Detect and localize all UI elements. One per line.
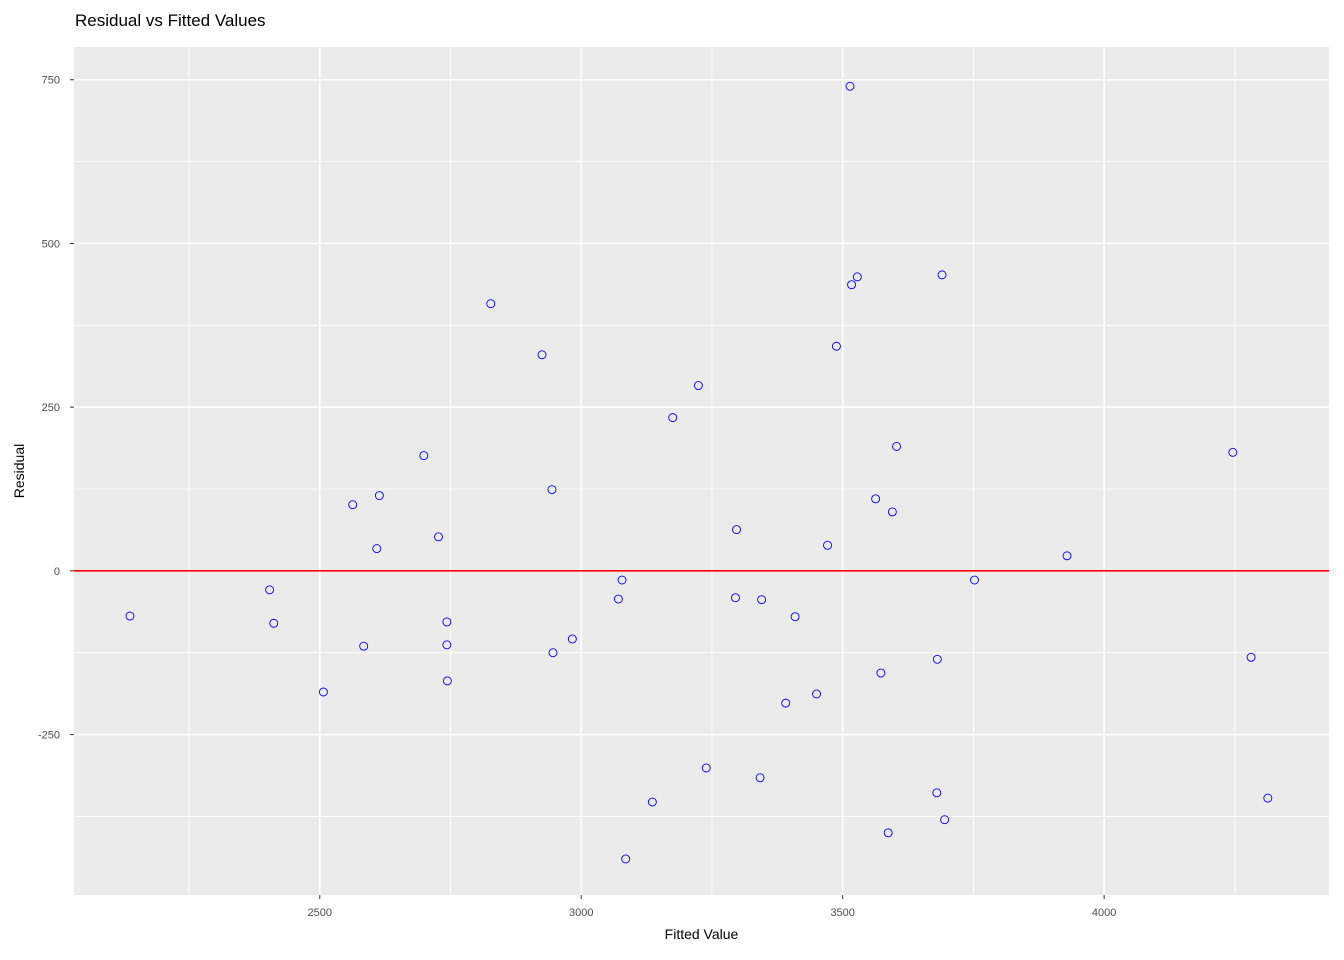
data-point	[887, 507, 897, 517]
x-tick-label: 3000	[569, 907, 593, 919]
data-point	[1062, 551, 1072, 561]
data-point	[442, 676, 452, 686]
y-tick-label: 500	[42, 238, 60, 250]
data-point	[693, 381, 703, 390]
data-point	[372, 544, 382, 554]
data-point	[1263, 793, 1273, 803]
data-point	[547, 485, 557, 495]
data-point	[781, 698, 791, 708]
data-point	[374, 491, 384, 501]
data-point	[970, 575, 979, 585]
x-tick-label: 2500	[308, 907, 332, 919]
data-point	[434, 532, 443, 542]
data-point	[621, 854, 631, 864]
chart-title: Residual vs Fitted Values	[75, 11, 266, 30]
data-point	[125, 611, 135, 621]
data-points	[125, 81, 1273, 864]
data-point	[731, 593, 740, 603]
data-point	[831, 341, 841, 351]
data-point	[845, 81, 855, 91]
y-tick-label: 750	[42, 75, 60, 87]
data-point	[548, 648, 558, 658]
y-axis-label: Residual	[11, 444, 27, 498]
data-point	[348, 500, 358, 510]
major-gridlines	[74, 47, 1329, 895]
data-point	[359, 641, 369, 651]
data-point	[932, 788, 942, 798]
data-point	[613, 594, 623, 604]
data-point	[755, 773, 765, 783]
data-point	[668, 413, 678, 423]
data-point	[269, 618, 279, 628]
data-point	[265, 585, 275, 595]
x-axis-ticks: 2500 3000 3500 4000	[308, 895, 1116, 919]
data-point	[1246, 652, 1256, 662]
data-point	[790, 612, 800, 622]
data-point	[812, 689, 821, 699]
x-axis-label: Fitted Value	[665, 926, 739, 942]
y-tick-label: 250	[42, 402, 60, 414]
data-point	[892, 441, 901, 451]
data-point	[442, 617, 452, 627]
data-point	[647, 797, 657, 807]
data-point	[732, 525, 741, 535]
data-point	[847, 280, 857, 290]
data-point	[937, 270, 947, 280]
data-point	[883, 828, 893, 838]
data-point	[823, 540, 832, 550]
data-point	[940, 815, 950, 825]
y-tick-label: -250	[38, 730, 60, 742]
x-tick-label: 3500	[830, 907, 854, 919]
x-tick-label: 4000	[1092, 907, 1116, 919]
data-point	[486, 299, 496, 309]
minor-gridlines	[74, 47, 1329, 895]
data-point	[318, 687, 328, 697]
data-point	[419, 451, 429, 461]
data-point	[442, 640, 452, 650]
data-point	[871, 494, 881, 504]
data-point	[852, 272, 862, 282]
data-point	[1228, 447, 1238, 457]
plot-panel	[74, 47, 1329, 895]
data-point	[932, 654, 942, 664]
data-point	[537, 350, 547, 360]
data-point	[701, 763, 711, 773]
y-tick-label: 0	[54, 566, 60, 578]
data-point	[757, 595, 767, 605]
y-axis-ticks: -250 0 250 500 750	[38, 75, 74, 742]
data-point	[617, 575, 627, 585]
data-point	[876, 668, 886, 678]
data-point	[567, 634, 577, 644]
